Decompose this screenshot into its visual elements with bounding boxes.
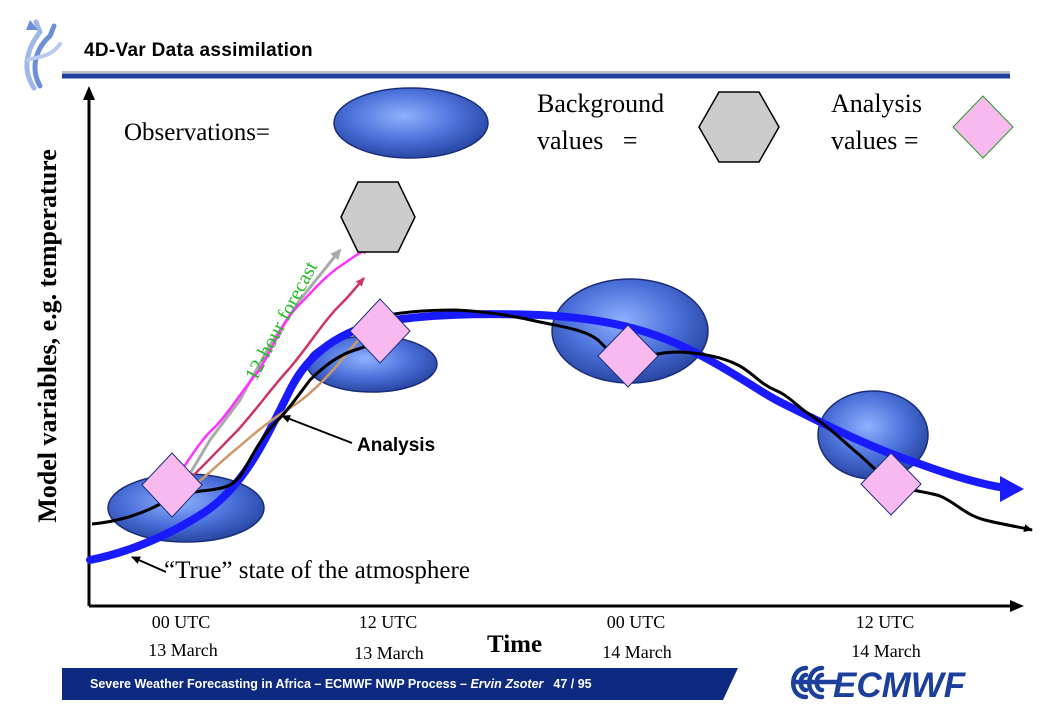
swirl-logo-icon	[24, 19, 62, 91]
legend-observations-label: Observations=	[124, 119, 270, 146]
analysis-annotation: Analysis	[357, 435, 435, 456]
legend: Observations= Background values = Analys…	[124, 87, 1014, 163]
analysis-diamond-icon	[860, 452, 922, 516]
analysis-trajectory-4	[887, 484, 1033, 533]
forecast-line-grey	[183, 248, 342, 483]
analysis-diamond-icon	[597, 324, 659, 388]
legend-background-hexagon-icon	[698, 91, 780, 163]
tick-label: 14 March	[602, 642, 671, 662]
legend-background-label: Background	[537, 89, 664, 118]
true-state-arrow-icon	[1000, 476, 1024, 502]
y-axis-label: Model variables, e.g. temperature	[33, 149, 62, 523]
background-hexagon-icon	[340, 181, 416, 253]
footer-bar	[62, 668, 738, 700]
footer-author: Ervin Zsoter	[470, 677, 544, 691]
tick-label: 13 March	[354, 643, 423, 663]
tick-label: 12 UTC	[359, 612, 418, 632]
footer-course: Severe Weather Forecasting in Africa – E…	[90, 677, 471, 691]
slide-title: 4D-Var Data assimilation	[84, 40, 313, 61]
legend-background-label-2: values =	[537, 126, 638, 155]
forecast-line-tan	[185, 313, 381, 494]
ecmwf-logo: ECMWF	[791, 665, 967, 705]
analysis-pointer	[281, 415, 353, 444]
truth-pointer	[131, 556, 167, 573]
forecast-line-red	[179, 277, 365, 489]
y-axis-arrow-icon	[83, 86, 95, 100]
forecast-line-magenta	[170, 246, 371, 485]
true-state-curve	[86, 310, 1009, 564]
analysis-trajectory-3	[623, 350, 890, 484]
analysis-diamond-icon	[141, 452, 203, 518]
axes	[83, 86, 1024, 612]
legend-observation-ellipse	[333, 87, 489, 159]
tick-label: 13 March	[148, 640, 217, 660]
time-ticks: 00 UTC 13 March 12 UTC 13 March 00 UTC 1…	[148, 612, 920, 663]
analysis-values	[141, 298, 922, 518]
truth-annotation: “True” state of the atmosphere	[164, 557, 470, 584]
ecmwf-logo-text: ECMWF	[833, 666, 967, 705]
footer-text: Severe Weather Forecasting in Africa – E…	[90, 677, 592, 691]
analysis-trajectory-2	[371, 308, 623, 364]
tick-label: 00 UTC	[607, 612, 666, 632]
tick-label: 00 UTC	[152, 612, 211, 632]
x-axis-label: Time	[487, 631, 542, 658]
legend-analysis-label-2: values =	[831, 126, 919, 155]
legend-analysis-label: Analysis	[831, 89, 922, 118]
ecmwf-symbol-icon	[791, 665, 839, 700]
tick-label: 12 UTC	[856, 612, 915, 632]
legend-analysis-diamond-icon	[952, 95, 1014, 159]
analysis-diamond-icon	[349, 298, 411, 364]
tick-label: 14 March	[851, 641, 920, 661]
footer-page-number: 47 / 95	[553, 677, 592, 691]
forecast-trajectories	[170, 246, 381, 494]
x-axis-arrow-icon	[1010, 600, 1024, 612]
